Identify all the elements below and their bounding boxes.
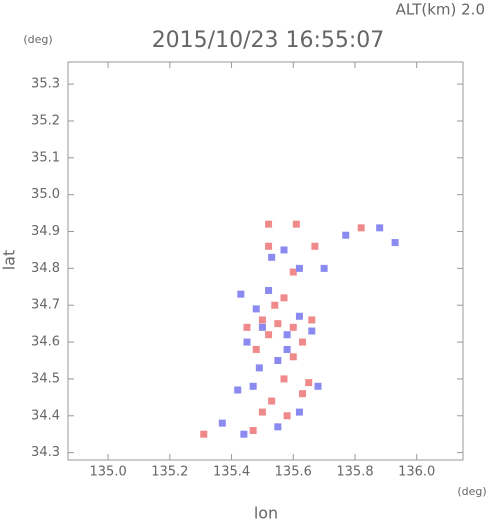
plot-frame: [67, 61, 464, 461]
data-point: [265, 286, 273, 294]
data-point: [283, 412, 291, 420]
chart-title: 2015/10/23 16:55:07: [152, 28, 385, 53]
y-tick-label: 34.7: [31, 298, 60, 313]
data-point: [218, 419, 226, 427]
data-point: [391, 239, 399, 247]
y-unit: (deg): [23, 33, 52, 46]
data-point: [249, 427, 257, 435]
y-tick-label: 35.1: [31, 150, 60, 165]
chart-subtitle: ALT(km) 2.0: [396, 1, 485, 19]
data-point: [295, 408, 303, 416]
data-point: [249, 382, 257, 390]
data-point: [255, 364, 263, 372]
data-point: [268, 253, 276, 261]
data-point: [305, 379, 313, 387]
x-tick-label: 135.6: [275, 465, 312, 480]
y-tick-label: 34.6: [31, 335, 60, 350]
data-point: [265, 331, 273, 339]
data-point: [274, 423, 282, 431]
data-point: [252, 345, 260, 353]
data-point: [376, 224, 384, 232]
y-tick-label: 34.9: [31, 224, 60, 239]
data-point: [289, 323, 297, 331]
data-point: [240, 430, 248, 438]
x-unit: (deg): [457, 485, 486, 498]
data-point: [268, 397, 276, 405]
data-point: [295, 312, 303, 320]
data-point: [243, 323, 251, 331]
data-point: [237, 290, 245, 298]
y-tick-label: 35.3: [31, 77, 60, 92]
y-axis-label: lat: [0, 250, 19, 271]
data-point: [283, 345, 291, 353]
data-point: [308, 327, 316, 335]
data-point: [265, 220, 273, 228]
data-point: [280, 375, 288, 383]
x-tick-label: 135.8: [336, 465, 373, 480]
data-point: [283, 331, 291, 339]
data-point: [274, 320, 282, 328]
data-point: [234, 386, 242, 394]
data-point: [280, 294, 288, 302]
data-point: [308, 316, 316, 324]
data-point: [258, 323, 266, 331]
x-axis-label: lon: [254, 504, 278, 522]
data-point: [274, 357, 282, 364]
data-point: [299, 338, 307, 346]
y-tick-label: 34.5: [31, 371, 60, 386]
x-tick-label: 136.0: [398, 465, 435, 480]
y-tick-label: 35.0: [31, 187, 60, 202]
x-tick-label: 135.0: [90, 465, 127, 480]
y-tick-label: 35.2: [31, 113, 60, 128]
data-point: [292, 220, 300, 228]
data-point: [320, 264, 328, 272]
data-point: [314, 382, 322, 390]
data-point: [280, 246, 288, 254]
data-point: [200, 430, 208, 438]
data-point: [299, 390, 307, 398]
data-point: [289, 353, 297, 361]
data-point: [243, 338, 251, 346]
data-point: [258, 316, 266, 324]
data-point: [311, 242, 319, 250]
x-tick-label: 135.2: [151, 465, 188, 480]
y-tick-label: 34.8: [31, 261, 60, 276]
y-tick-label: 34.3: [31, 445, 60, 460]
data-point: [342, 231, 350, 239]
y-tick-label: 34.4: [31, 408, 60, 423]
data-point: [289, 268, 297, 276]
data-point: [295, 264, 303, 272]
data-point: [271, 301, 279, 309]
data-point: [265, 242, 273, 250]
x-tick-label: 135.4: [213, 465, 250, 480]
data-point: [258, 408, 266, 416]
data-point: [252, 305, 260, 313]
data-point: [357, 224, 365, 232]
